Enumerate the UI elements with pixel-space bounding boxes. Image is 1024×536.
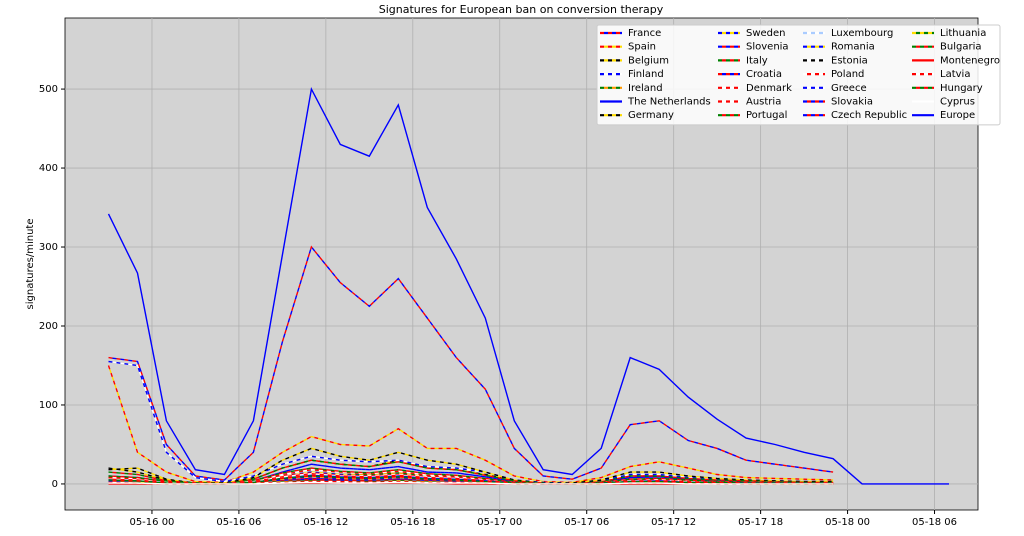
legend-label: Latvia (940, 69, 970, 80)
y-axis-label: signatures/minute (25, 219, 36, 310)
legend-label: Croatia (746, 69, 782, 80)
y-tick-label: 200 (39, 321, 58, 332)
line (108, 245, 834, 481)
legend-box (596, 24, 1001, 126)
legend-label: Lithuania (940, 28, 986, 39)
legend-label: Cyprus (940, 97, 975, 108)
series-lines (107, 86, 949, 485)
legend-label: Slovakia (831, 97, 873, 108)
chart-title: Signatures for European ban on conversio… (379, 3, 664, 16)
legend-label: Ireland (628, 83, 663, 94)
legend-label: Belgium (628, 55, 669, 66)
line (108, 463, 834, 485)
x-tick-label: 05-17 18 (738, 517, 783, 528)
legend-label: Czech Republic (831, 110, 907, 121)
line (108, 245, 834, 481)
legend-label: Poland (831, 69, 864, 80)
x-tick-label: 05-18 00 (825, 517, 870, 528)
legend-label: Portugal (746, 110, 787, 121)
line (108, 481, 834, 485)
line (107, 86, 949, 485)
legend-label: Sweden (746, 28, 786, 39)
legend-label: Romania (831, 42, 875, 53)
legend-label: Finland (628, 69, 664, 80)
x-tick-label: 05-16 12 (303, 517, 348, 528)
legend-label: Greece (831, 83, 867, 94)
legend-label: Austria (746, 97, 781, 108)
y-tick-label: 0 (52, 479, 58, 490)
legend-label: Slovenia (746, 42, 789, 53)
x-tick-label: 05-17 06 (564, 517, 609, 528)
legend-label: Bulgaria (940, 42, 981, 53)
legend-label: Estonia (831, 55, 868, 66)
x-tick-label: 05-16 00 (129, 517, 174, 528)
y-tick-label: 400 (39, 163, 58, 174)
x-tick-label: 05-18 06 (912, 517, 957, 528)
y-tick-label: 300 (39, 242, 58, 253)
legend-label: Italy (746, 55, 768, 66)
legend-label: Luxembourg (831, 28, 893, 39)
line (108, 447, 834, 484)
x-tick-label: 05-17 00 (477, 517, 522, 528)
legend-label: Spain (628, 42, 656, 53)
legend-label: Denmark (746, 83, 792, 94)
x-tick-label: 05-16 18 (390, 517, 435, 528)
legend-label: Hungary (940, 83, 983, 94)
legend: France Spain Belgium Finland Ireland The Neth… (596, 24, 1001, 126)
line (108, 360, 834, 484)
line (107, 365, 834, 484)
x-tick-label: 05-17 12 (651, 517, 696, 528)
legend-label: The Netherlands (627, 97, 711, 108)
legend-label: Germany (628, 110, 674, 121)
legend-label: Europe (940, 110, 975, 121)
y-tick-label: 500 (39, 84, 58, 95)
line (108, 447, 834, 484)
line (108, 467, 834, 485)
legend-label: Montenegro (940, 55, 1000, 66)
x-tick-label: 05-16 06 (216, 517, 261, 528)
line (108, 475, 834, 485)
legend-label: France (628, 28, 661, 39)
y-tick-label: 100 (39, 400, 58, 411)
